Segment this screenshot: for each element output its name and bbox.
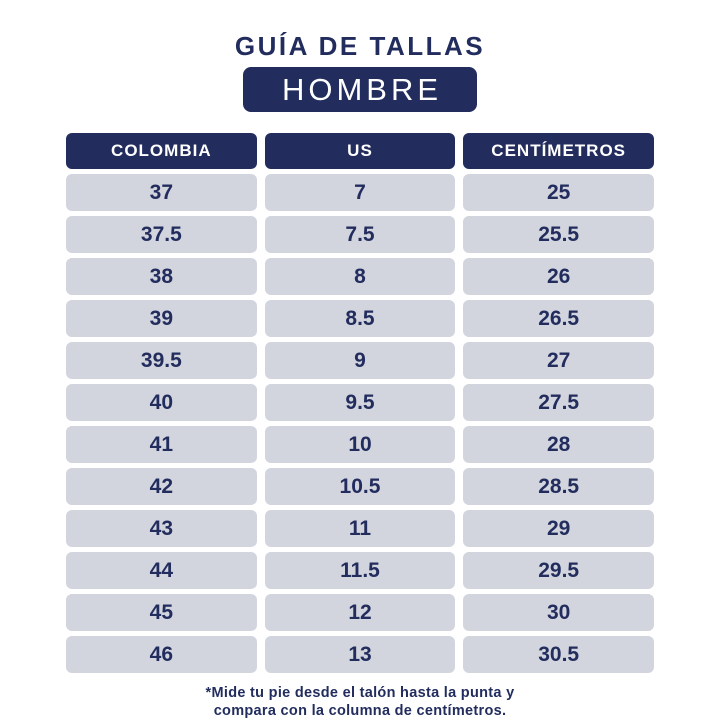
- table-cell: 42: [66, 468, 257, 505]
- table-cell: 28.5: [463, 468, 654, 505]
- table-cell: 29.5: [463, 552, 654, 589]
- table-cell: 25.5: [463, 216, 654, 253]
- table-cell: 39.5: [66, 342, 257, 379]
- table-cell: 12: [264, 594, 456, 631]
- table-cell: 7.5: [264, 216, 456, 253]
- table-cell: 8: [264, 258, 456, 295]
- table-cell: 37: [66, 174, 257, 211]
- table-cell: 38: [66, 258, 257, 295]
- table-cell: 10.5: [264, 468, 456, 505]
- footnote-line-1: *Mide tu pie desde el talón hasta la pun…: [205, 685, 515, 701]
- table-cell: 25: [463, 174, 654, 211]
- table-cell: 26: [463, 258, 654, 295]
- gender-badge: HOMBRE: [243, 67, 477, 112]
- table-cell: 41: [66, 426, 257, 463]
- footnote: *Mide tu pie desde el talón hasta la pun…: [0, 684, 720, 720]
- table-cell: 10: [264, 426, 456, 463]
- header-cell-us: US: [264, 133, 456, 169]
- size-table: COLOMBIA US CENTÍMETROS 37 7 25 37.5 7.5 25.5 38 8…: [66, 133, 654, 673]
- header-cell-centimetros: CENTÍMETROS: [463, 133, 654, 169]
- table-cell: 11.5: [264, 552, 456, 589]
- table-cell: 27: [463, 342, 654, 379]
- footnote-line-2: compara con la columna de centímetros.: [213, 703, 507, 719]
- table-cell: 45: [66, 594, 257, 631]
- table-cell: 30.5: [463, 636, 654, 673]
- table-cell: 8.5: [264, 300, 456, 337]
- table-cell: 11: [264, 510, 456, 547]
- table-cell: 27.5: [463, 384, 654, 421]
- page-title: GUÍA DE TALLAS: [234, 31, 486, 61]
- table-cell: 46: [66, 636, 257, 673]
- table-cell: 28: [463, 426, 654, 463]
- table-cell: 29: [463, 510, 654, 547]
- table-cell: 9.5: [264, 384, 456, 421]
- header-cell-colombia: COLOMBIA: [66, 133, 257, 169]
- table-cell: 39: [66, 300, 257, 337]
- table-cell: 44: [66, 552, 257, 589]
- table-cell: 13: [264, 636, 456, 673]
- table-cell: 30: [463, 594, 654, 631]
- table-cell: 43: [66, 510, 257, 547]
- table-cell: 9: [264, 342, 456, 379]
- table-cell: 26.5: [463, 300, 654, 337]
- table-cell: 40: [66, 384, 257, 421]
- table-cell: 37.5: [66, 216, 257, 253]
- table-cell: 7: [264, 174, 456, 211]
